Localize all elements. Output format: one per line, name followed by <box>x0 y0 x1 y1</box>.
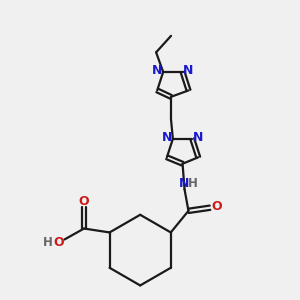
Text: N: N <box>193 131 203 144</box>
Text: N: N <box>183 64 194 77</box>
Text: N: N <box>162 131 172 144</box>
Text: N: N <box>152 64 163 77</box>
Text: N: N <box>179 177 190 190</box>
Text: H: H <box>188 177 198 190</box>
Text: O: O <box>53 236 64 249</box>
Text: H: H <box>43 236 53 249</box>
Text: O: O <box>79 195 89 208</box>
Text: O: O <box>211 200 222 213</box>
